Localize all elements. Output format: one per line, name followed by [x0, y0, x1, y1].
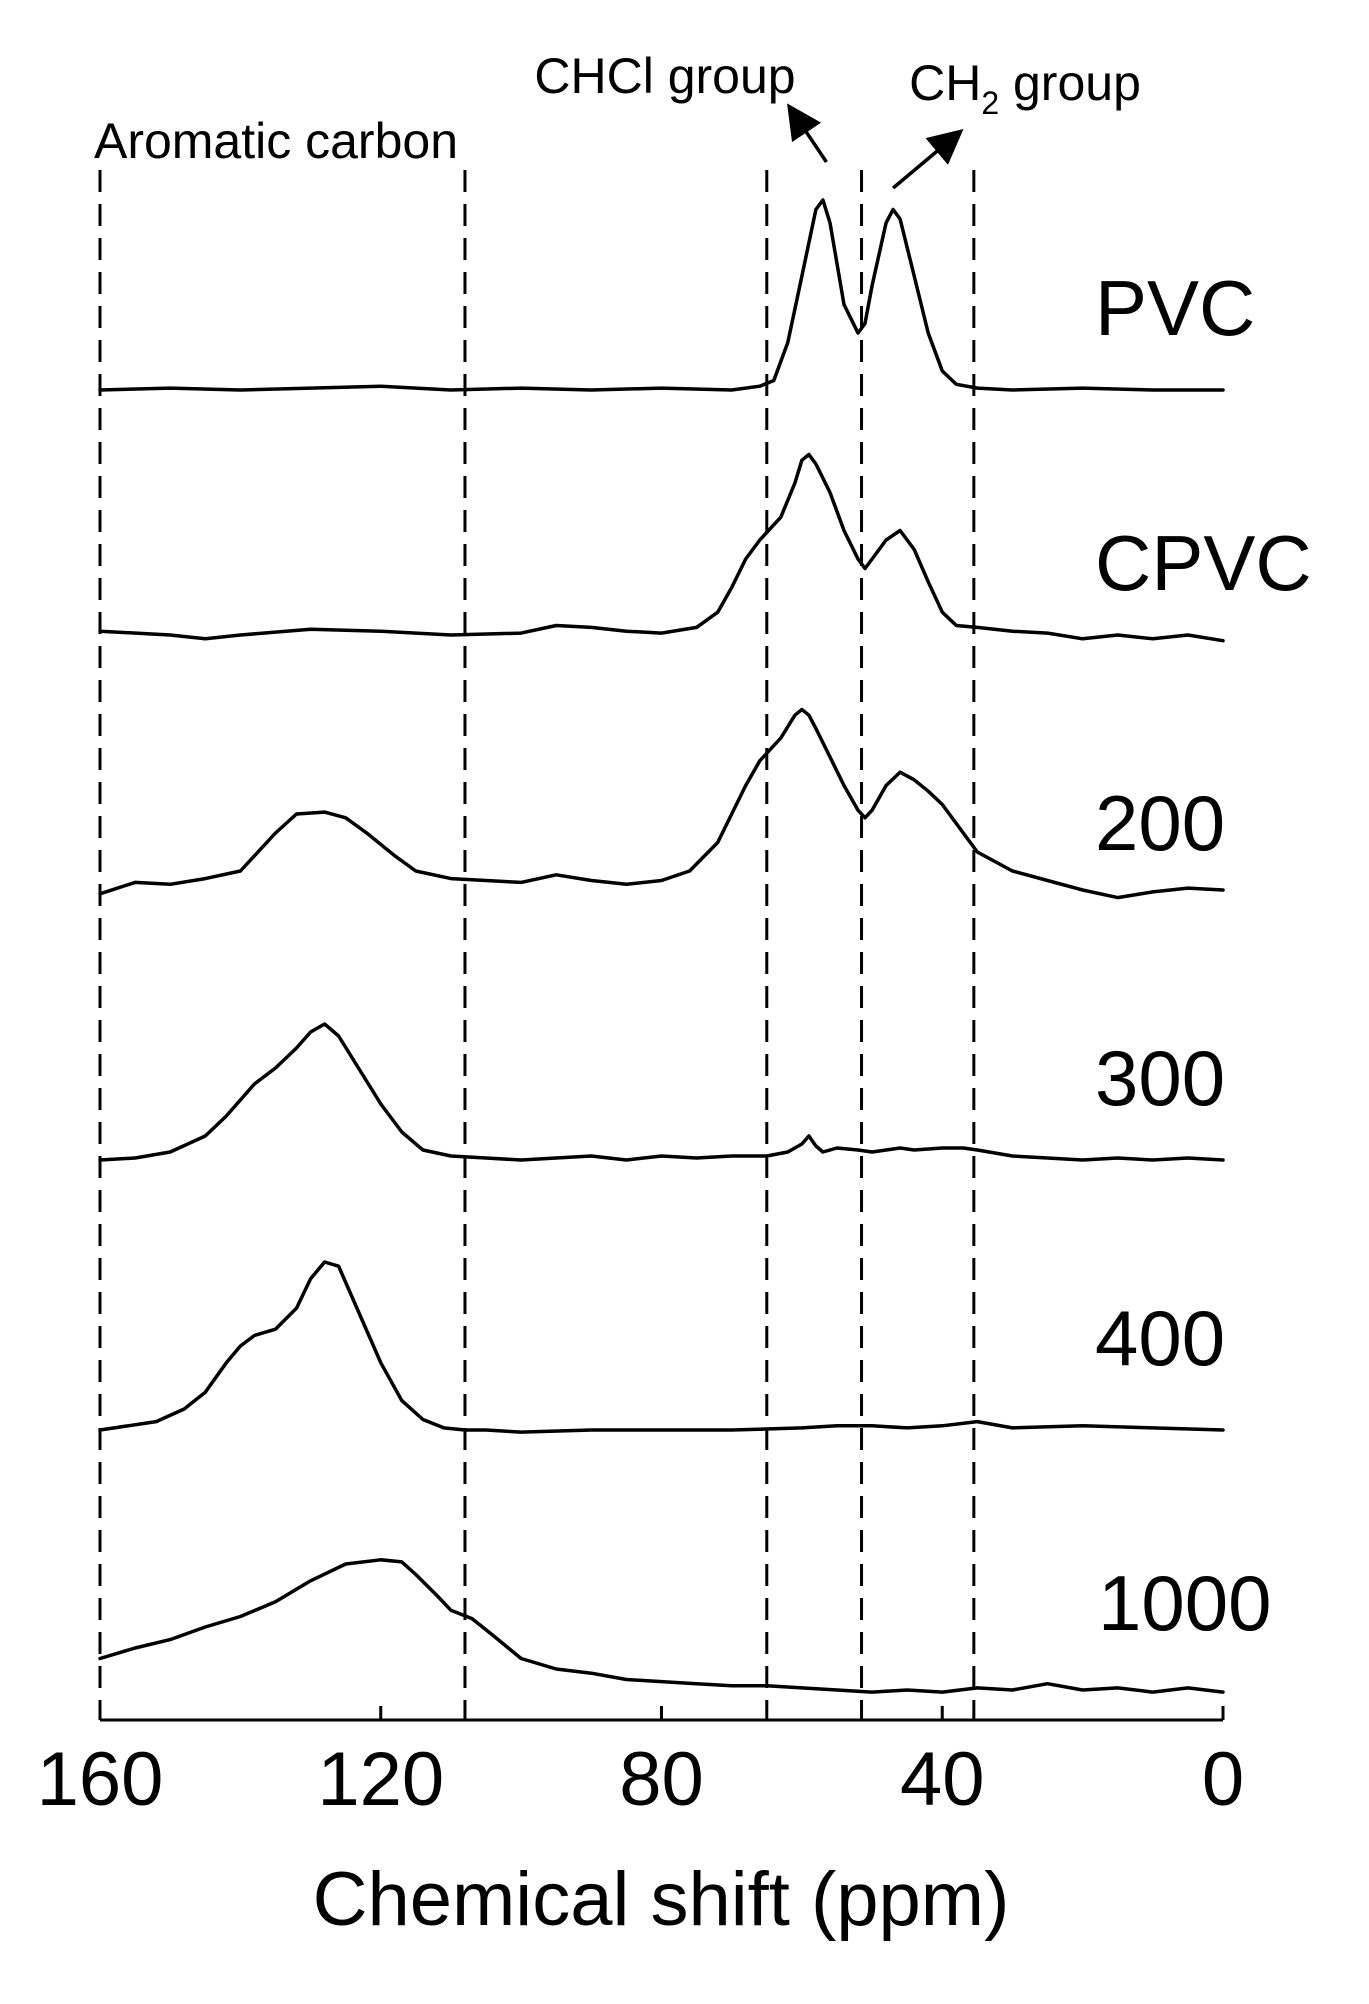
annotation-aromatic-carbon: Aromatic carbon [94, 113, 458, 169]
guide-lines [98, 170, 976, 1720]
series-labels: PVC CPVC 200 300 400 1000 [1095, 264, 1312, 1647]
series-label-pvc: PVC [1095, 264, 1255, 352]
series-label-1000: 1000 [1098, 1559, 1272, 1647]
series-label-cpvc: CPVC [1095, 519, 1312, 607]
series-line-1000 [98, 1558, 1225, 1694]
spectra-series [98, 198, 1225, 1694]
x-tick-label: 160 [37, 1737, 164, 1822]
series-line-pvc [98, 198, 1225, 392]
x-axis-label: Chemical shift (ppm) [313, 1857, 1010, 1942]
series-label-200: 200 [1095, 779, 1225, 867]
series-line-300 [98, 1022, 1225, 1162]
series-label-400: 400 [1095, 1294, 1225, 1382]
annotations: Aromatic carbon CHCl group CH2 group [94, 48, 1141, 190]
ch2-arrow [891, 129, 964, 190]
x-tick-label: 120 [317, 1737, 444, 1822]
x-tick-label: 40 [900, 1737, 985, 1822]
x-tick-label: 80 [619, 1737, 704, 1822]
series-line-200 [98, 707, 1225, 900]
chcl-arrow [787, 103, 828, 163]
series-label-300: 300 [1095, 1034, 1225, 1122]
x-axis-ticks: 160 120 80 40 0 [37, 1706, 1244, 1822]
series-line-cpvc [98, 452, 1225, 643]
series-line-400 [98, 1260, 1225, 1434]
annotation-chcl-group: CHCl group [534, 48, 795, 104]
x-tick-label: 0 [1202, 1737, 1244, 1822]
annotation-ch2-group: CH2 group [909, 55, 1141, 121]
